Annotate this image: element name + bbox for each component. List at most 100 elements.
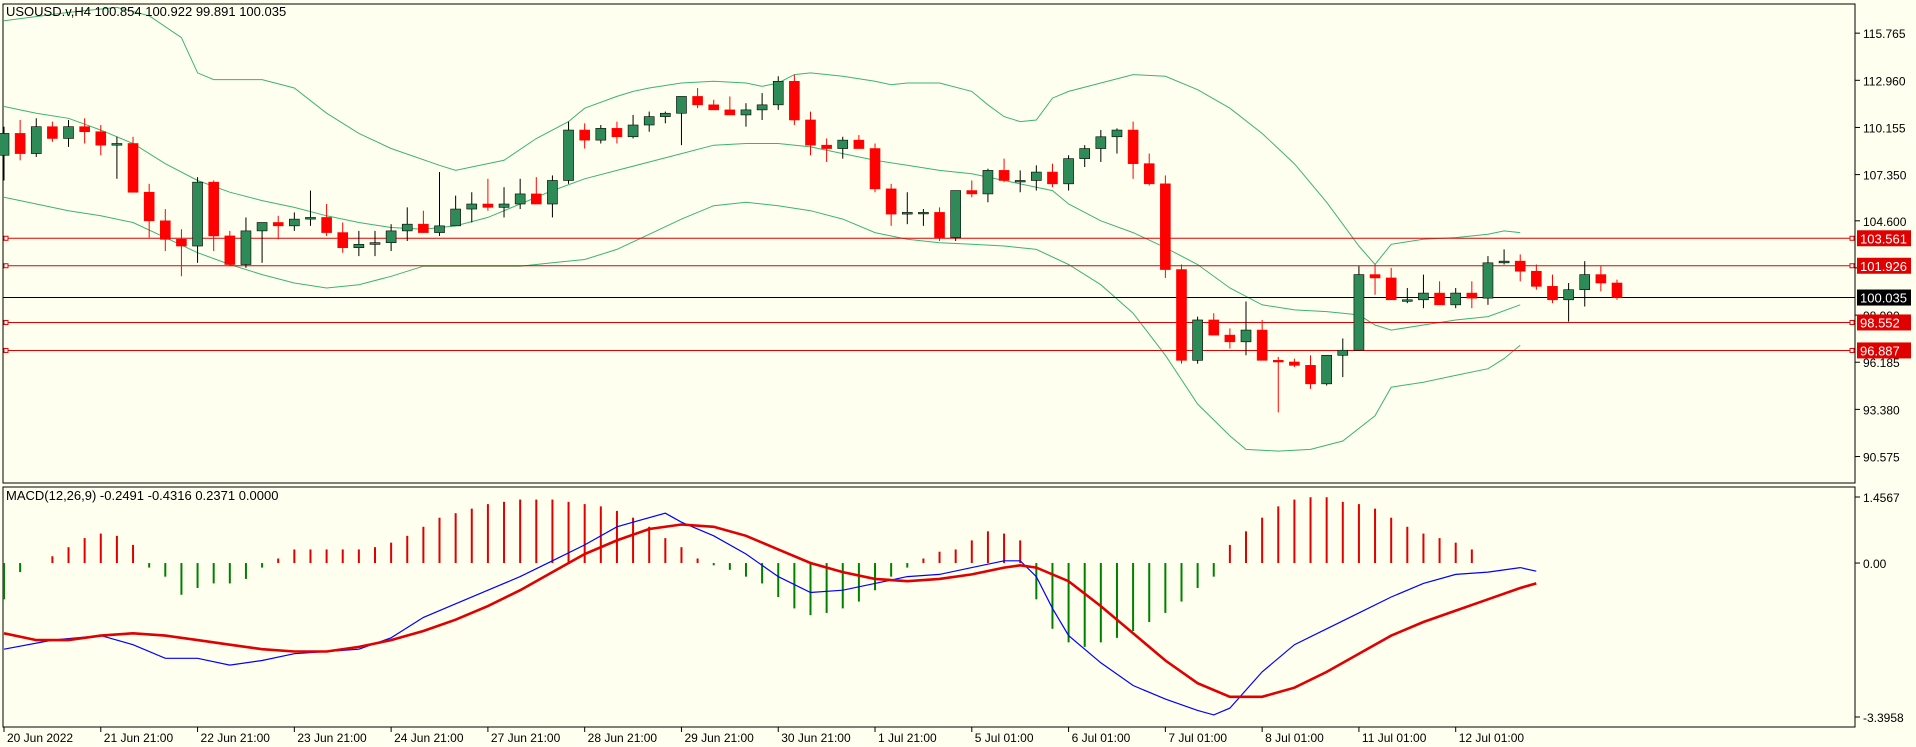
candle[interactable] [724,96,736,116]
candle[interactable] [950,190,961,241]
candle[interactable] [1385,267,1397,301]
price-pane[interactable]: 115.765112.960110.155107.350104.600101.8… [0,3,1911,484]
candle[interactable] [966,180,978,198]
candle[interactable] [272,215,284,240]
candle[interactable] [240,217,252,268]
candle[interactable] [1514,254,1526,282]
candle[interactable] [676,96,687,146]
candle[interactable] [1434,281,1445,306]
candle[interactable] [418,210,429,233]
candle[interactable] [95,125,107,156]
candle[interactable] [1450,288,1461,309]
candle[interactable] [789,74,800,126]
candle[interactable] [127,136,139,193]
candle[interactable] [1547,274,1558,304]
candle[interactable] [1418,274,1429,309]
candle[interactable] [1289,358,1300,368]
candle[interactable] [176,229,187,277]
candle[interactable] [1531,264,1542,290]
candle[interactable] [47,121,58,142]
candle[interactable] [514,178,526,210]
candle[interactable] [805,111,816,156]
level-anchor-right[interactable] [1849,319,1855,325]
candle[interactable] [1498,249,1510,265]
candle[interactable] [1256,319,1268,361]
candle[interactable] [192,177,203,263]
candle[interactable] [401,207,413,241]
candle[interactable] [0,126,10,181]
candle[interactable] [1176,264,1187,364]
candle[interactable] [869,143,881,193]
level-anchor-left[interactable] [3,235,9,241]
candle[interactable] [1595,266,1607,292]
candle[interactable] [982,168,994,203]
candle[interactable] [563,121,574,184]
candle[interactable] [321,204,332,236]
candle[interactable] [1369,264,1381,295]
candle[interactable] [30,118,42,157]
candle[interactable] [1402,288,1413,304]
candle[interactable] [660,111,671,124]
candle[interactable] [143,183,155,238]
candle[interactable] [337,222,349,253]
candle[interactable] [708,99,720,111]
candle[interactable] [1014,170,1026,193]
candle[interactable] [1305,355,1316,389]
candle[interactable] [772,76,784,110]
candle[interactable] [1321,354,1332,386]
level-anchor-left[interactable] [3,263,9,269]
candle[interactable] [385,224,397,252]
candle[interactable] [611,121,623,144]
candle[interactable] [998,158,1010,183]
candle[interactable] [1579,261,1591,307]
candle[interactable] [1563,282,1574,322]
candle[interactable] [498,187,510,218]
candle[interactable] [1482,256,1494,305]
candle[interactable] [547,175,558,218]
candle[interactable] [1208,313,1220,336]
candle[interactable] [821,138,832,162]
macd-pane[interactable]: 1.4567 0.00 -3.3958 [2,486,1904,728]
candle[interactable] [208,180,219,252]
candle[interactable] [450,195,461,227]
candle[interactable] [1127,121,1139,179]
candle[interactable] [934,207,945,241]
candle[interactable] [160,209,171,252]
candle[interactable] [740,103,752,127]
candle[interactable] [756,93,768,120]
candle[interactable] [305,190,316,226]
level-anchor-right[interactable] [1849,235,1855,241]
candle[interactable] [353,230,365,257]
candle[interactable] [79,118,90,144]
candle[interactable] [1047,163,1058,188]
candle[interactable] [595,125,607,144]
level-anchor-right[interactable] [1849,347,1855,353]
candle[interactable] [466,192,478,223]
candle[interactable] [434,172,445,236]
candle[interactable] [482,178,494,211]
candle[interactable] [1095,130,1107,162]
candle[interactable] [1240,301,1252,356]
candle[interactable] [885,183,897,226]
candle[interactable] [1063,155,1074,191]
candle[interactable] [14,119,26,161]
candle[interactable] [1111,128,1123,154]
level-anchor-right[interactable] [1849,263,1855,269]
candle[interactable] [1611,279,1623,300]
candle[interactable] [1466,281,1478,309]
candle[interactable] [1079,145,1091,168]
candle[interactable] [1337,338,1349,378]
level-anchor-left[interactable] [3,347,9,353]
candle[interactable] [63,119,74,147]
candle[interactable] [579,123,590,149]
candle[interactable] [1160,175,1171,278]
level-anchor-left[interactable] [3,319,9,325]
candle[interactable] [643,111,655,132]
candle[interactable] [853,135,865,149]
candle[interactable] [1353,266,1365,351]
candle[interactable] [224,230,236,267]
candle[interactable] [901,192,913,225]
candle[interactable] [837,136,849,159]
candle[interactable] [1031,165,1042,191]
candle[interactable] [692,88,703,109]
